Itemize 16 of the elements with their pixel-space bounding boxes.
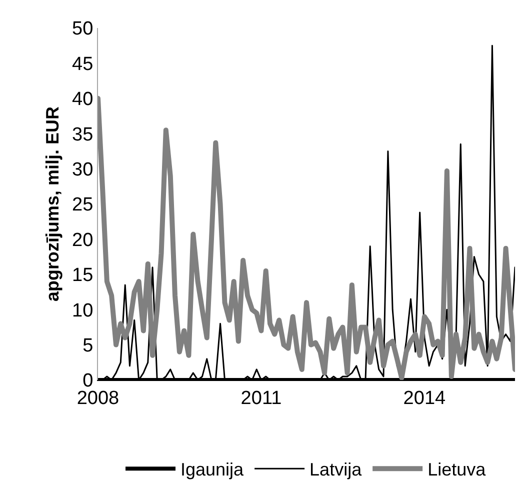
y-tick-label: 5 xyxy=(82,335,94,356)
legend-label: Igaunija xyxy=(180,460,245,480)
legend-label: Latvija xyxy=(310,460,363,480)
y-tick-label: 15 xyxy=(72,265,94,286)
y-tick-label: 25 xyxy=(72,194,94,216)
y-tick-label: 10 xyxy=(72,300,94,322)
y-tick-label: 30 xyxy=(72,159,94,180)
y-tick-label: 50 xyxy=(72,18,94,40)
y-tick-label: 20 xyxy=(72,230,94,251)
y-tick-label: 40 xyxy=(72,89,94,110)
y-tick-label: 45 xyxy=(72,54,94,75)
x-tick-label: 2011 xyxy=(240,388,282,409)
x-tick-label: 2014 xyxy=(403,388,446,409)
y-axis-title: apgrozījums, milj. EUR xyxy=(42,106,62,302)
y-tick-label: 35 xyxy=(72,124,94,146)
legend-label: Lietuva xyxy=(428,460,487,480)
